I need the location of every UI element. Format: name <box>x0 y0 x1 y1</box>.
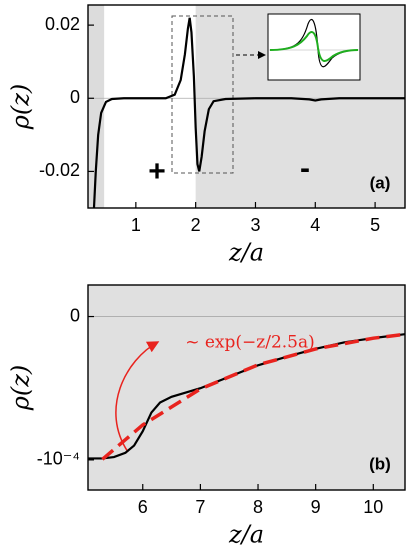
axes-frame <box>87 284 406 491</box>
y-tick-label: 0.02 <box>45 14 80 34</box>
y-tick-label: -0.02 <box>39 160 80 180</box>
x-tick-label: 1 <box>131 215 141 235</box>
y-tick-label: 0 <box>70 305 80 325</box>
x-tick-label: 8 <box>253 497 263 517</box>
annotation: (b) <box>369 454 391 473</box>
x-axis-label: z/a <box>228 239 264 267</box>
axes-frame <box>87 4 406 209</box>
curve <box>101 332 405 461</box>
annotation: (a) <box>370 173 391 192</box>
x-tick-label: 3 <box>250 215 260 235</box>
y-axis-label: ρ(z) <box>7 84 35 130</box>
x-tick-label: 7 <box>195 497 205 517</box>
x-tick-label: 6 <box>138 497 148 517</box>
annotation: ~ exp(−z/2.5a) <box>185 333 315 353</box>
inset <box>267 13 361 81</box>
y-tick-label: -10⁻⁴ <box>37 449 80 469</box>
x-axis-label: z/a <box>228 521 264 549</box>
annotation: + <box>148 155 166 188</box>
x-tick-label: 4 <box>310 215 320 235</box>
x-tick-label: 2 <box>191 215 201 235</box>
x-tick-label: 5 <box>370 215 380 235</box>
inset-curve-green <box>269 31 359 62</box>
curve <box>92 17 405 208</box>
annotation: - <box>300 152 310 185</box>
x-tick-label: 10 <box>363 497 383 517</box>
zoom-box <box>171 15 234 174</box>
y-tick-label: 0 <box>70 87 80 107</box>
y-axis-label: ρ(z) <box>7 365 35 411</box>
annotation-arrow <box>115 341 160 453</box>
shaded-region <box>88 5 105 208</box>
x-tick-label: 9 <box>311 497 321 517</box>
shaded-region <box>88 285 405 490</box>
